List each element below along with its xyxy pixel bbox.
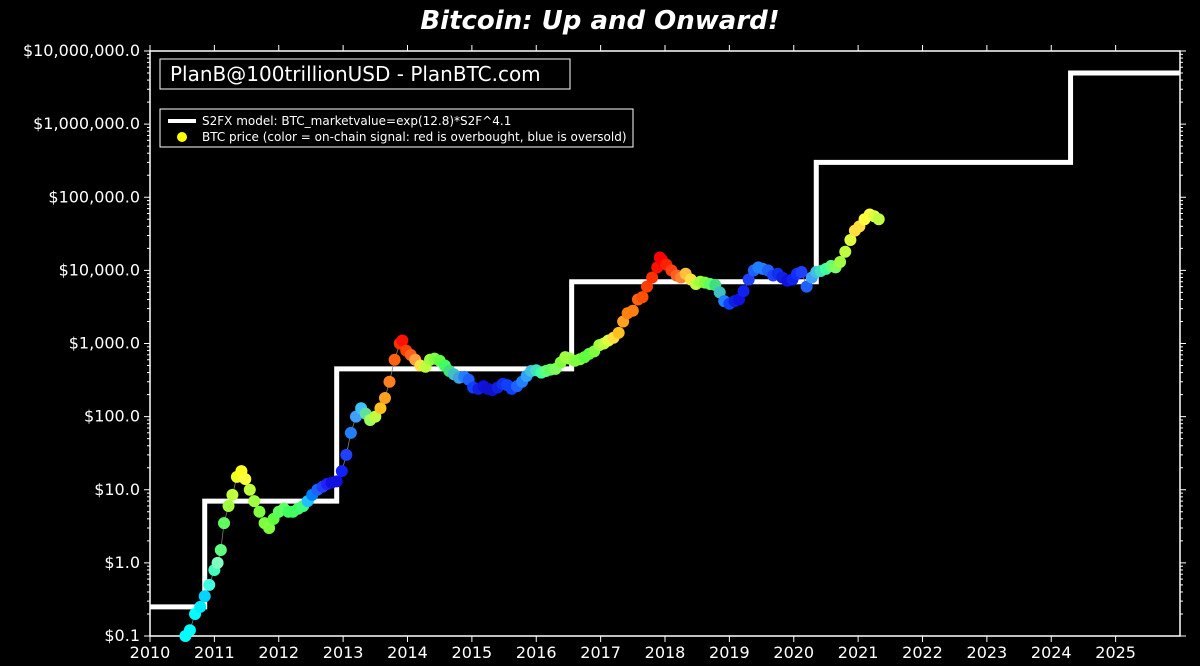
- x-tick-label: 2015: [452, 643, 493, 662]
- y-tick-label: $10.0: [94, 480, 140, 499]
- x-tick-label: 2023: [967, 643, 1008, 662]
- price-point: [218, 517, 230, 529]
- price-point: [199, 590, 211, 602]
- price-point: [253, 506, 265, 518]
- x-tick-label: 2011: [194, 643, 235, 662]
- x-tick-label: 2018: [645, 643, 686, 662]
- x-tick-label: 2019: [709, 643, 750, 662]
- x-tick-label: 2020: [773, 643, 814, 662]
- price-point: [379, 392, 391, 404]
- price-point: [383, 376, 395, 388]
- chart-svg: $0.1$1.0$10.0$100.0$1,000.0$10,000.0$100…: [0, 36, 1200, 666]
- price-point: [194, 601, 206, 613]
- price-point: [374, 402, 386, 414]
- legend-marker-swatch: [177, 132, 187, 142]
- price-point: [331, 475, 343, 487]
- legend-label: S2FX model: BTC_marketvalue=exp(12.8)*S2…: [202, 114, 511, 128]
- legend-label: BTC price (color = on-chain signal: red …: [202, 130, 627, 144]
- y-tick-label: $100,000.0: [48, 187, 140, 206]
- x-tick-label: 2014: [387, 643, 428, 662]
- y-tick-label: $1,000,000.0: [33, 114, 140, 133]
- price-point: [336, 465, 348, 477]
- x-tick-label: 2024: [1031, 643, 1072, 662]
- x-tick-label: 2010: [130, 643, 171, 662]
- x-tick-label: 2021: [838, 643, 879, 662]
- price-point: [340, 449, 352, 461]
- y-tick-label: $100.0: [84, 407, 140, 426]
- price-point: [226, 489, 238, 501]
- price-point: [834, 256, 846, 268]
- price-point: [215, 544, 227, 556]
- price-point: [223, 500, 235, 512]
- x-tick-label: 2012: [258, 643, 299, 662]
- y-tick-label: $10,000.0: [59, 260, 140, 279]
- x-tick-label: 2017: [580, 643, 621, 662]
- price-point: [795, 266, 807, 278]
- price-point: [389, 354, 401, 366]
- x-tick-label: 2016: [516, 643, 557, 662]
- y-tick-label: $10,000,000.0: [23, 41, 140, 60]
- price-point: [873, 213, 885, 225]
- s2fx-model-line: [150, 73, 1180, 607]
- price-point: [203, 579, 215, 591]
- price-point: [613, 327, 625, 339]
- x-tick-label: 2013: [323, 643, 364, 662]
- x-tick-label: 2025: [1095, 643, 1136, 662]
- price-point: [184, 624, 196, 636]
- price-point: [345, 427, 357, 439]
- price-point: [212, 557, 224, 569]
- chart-container: Bitcoin: Up and Onward! $0.1$1.0$10.0$10…: [0, 0, 1200, 665]
- chart-title: Bitcoin: Up and Onward!: [0, 0, 1200, 36]
- y-tick-label: $1,000.0: [69, 334, 140, 353]
- price-point: [738, 285, 750, 297]
- x-tick-label: 2022: [902, 643, 943, 662]
- price-point: [239, 473, 251, 485]
- price-point: [244, 484, 256, 496]
- price-point: [839, 246, 851, 258]
- price-point: [627, 305, 639, 317]
- attribution-text: PlanB@100trillionUSD - PlanBTC.com: [170, 62, 541, 86]
- price-point: [248, 495, 260, 507]
- price-point: [636, 291, 648, 303]
- y-tick-label: $1.0: [104, 553, 140, 572]
